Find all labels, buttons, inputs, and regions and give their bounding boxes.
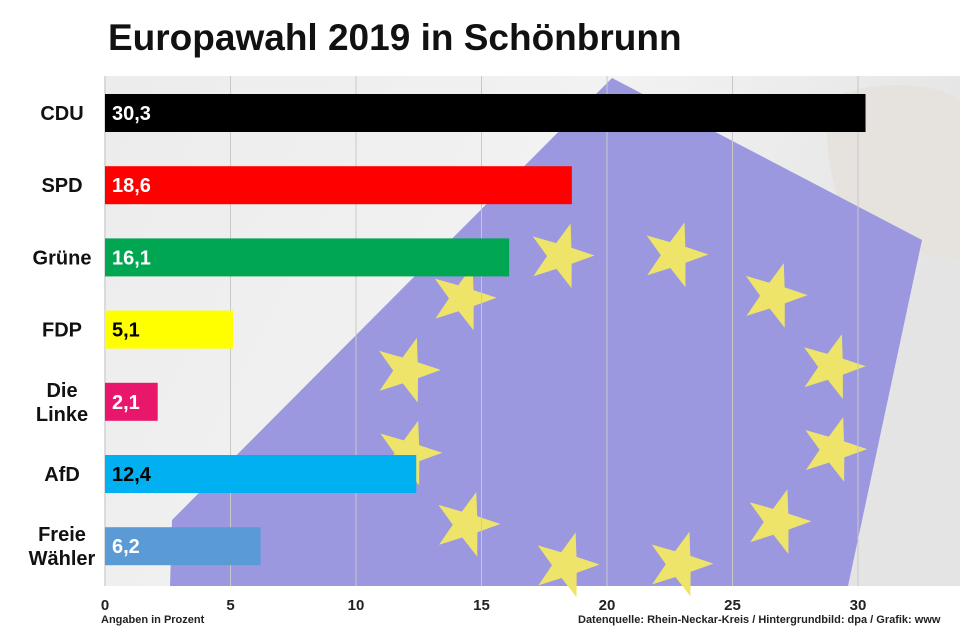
star-icon	[532, 223, 595, 289]
category-label: CDU	[40, 103, 83, 125]
value-label: 5,1	[112, 320, 140, 342]
bar	[105, 310, 234, 349]
x-tick-label: 5	[226, 597, 234, 614]
value-label: 6,2	[112, 536, 140, 558]
category-labels: CDU SPD Grüne FDP Die Linke AfD Freie Wähler	[29, 103, 96, 570]
grid	[104, 76, 859, 586]
category-label: Die Linke	[36, 380, 88, 426]
bar	[105, 527, 261, 566]
bar	[105, 382, 158, 421]
star-icon	[380, 420, 443, 486]
bars	[105, 94, 866, 566]
x-tick-label: 15	[473, 597, 490, 614]
star-icon	[804, 334, 866, 399]
star-icon	[745, 263, 808, 328]
category-label: Grüne	[33, 247, 92, 269]
star-icon	[438, 492, 501, 557]
value-label: 30,3	[112, 103, 151, 125]
star-icon	[651, 531, 714, 597]
category-label: Freie Wähler	[29, 524, 96, 570]
chart-title: Europawahl 2019 in Schönbrunn	[108, 17, 682, 58]
x-tick-label: 30	[850, 597, 867, 614]
x-tick-label: 20	[599, 597, 616, 614]
x-tick-label: 0	[101, 597, 109, 614]
category-label: AfD	[44, 464, 80, 486]
bar	[105, 455, 417, 493]
x-tick-label: 10	[348, 597, 365, 614]
bar	[105, 166, 572, 205]
star-icon	[434, 265, 497, 331]
bar	[105, 238, 510, 277]
value-label: 12,4	[112, 464, 152, 486]
star-icon	[379, 337, 441, 403]
category-label: FDP	[42, 320, 82, 342]
source-note: Datenquelle: Rhein-Neckar-Kreis / Hinter…	[578, 614, 941, 626]
bar	[105, 94, 866, 132]
value-label: 2,1	[112, 392, 140, 414]
title-box: Europawahl 2019 in Schönbrunn	[104, 14, 710, 62]
star-icon	[805, 417, 868, 482]
x-axis-label: Angaben in Prozent	[101, 614, 205, 626]
category-label: SPD	[41, 175, 82, 197]
star-icon	[646, 222, 709, 288]
value-label: 18,6	[112, 175, 151, 197]
value-label: 16,1	[112, 247, 151, 269]
x-tick-label: 25	[724, 597, 741, 614]
eu-stars	[379, 222, 868, 598]
star-icon	[537, 532, 600, 598]
x-axis-ticks: 0 5 10 15 20 25 30	[101, 597, 867, 614]
star-icon	[749, 489, 812, 554]
value-labels: 30,3 18,6 16,1 5,1 2,1 12,4 6,2	[112, 103, 152, 558]
